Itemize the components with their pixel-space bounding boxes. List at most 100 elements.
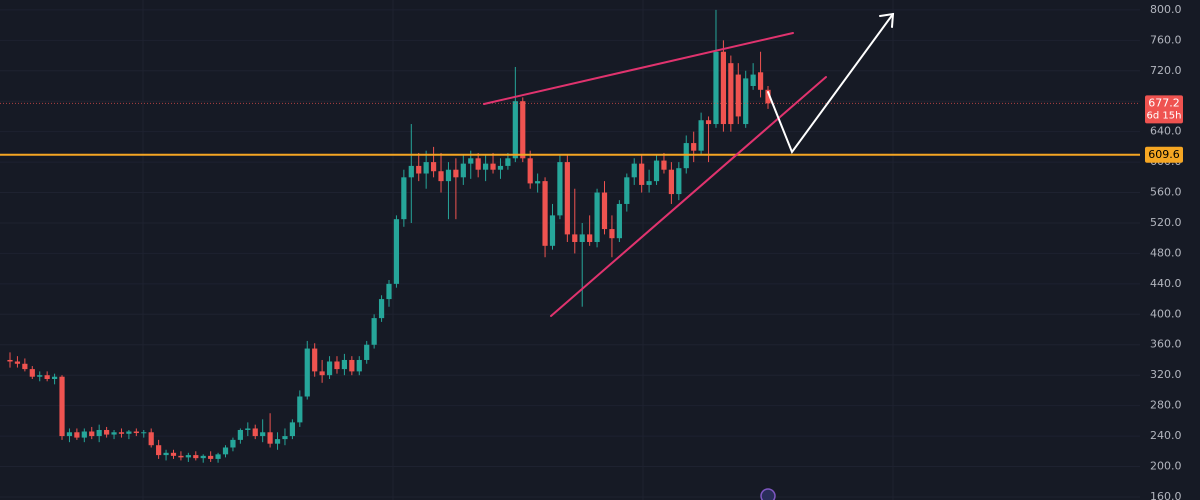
candle-body [445, 169, 452, 182]
candle-body [691, 143, 697, 151]
candle-body [624, 177, 630, 204]
candle-body [735, 74, 741, 117]
candle-body [133, 431, 139, 434]
candle-body [148, 432, 154, 446]
candle-body [356, 359, 362, 372]
candle-body [312, 348, 318, 372]
candle-body [230, 439, 236, 448]
candle-body [453, 169, 459, 178]
candle-body [386, 283, 392, 300]
candle-body [126, 431, 132, 434]
candle-body [163, 452, 169, 456]
trendline-lower [550, 76, 827, 317]
candle-body [572, 234, 578, 243]
candle-body [631, 163, 637, 178]
candle-body [408, 165, 414, 178]
y-tick-label: 280.0 [1150, 399, 1182, 412]
price-axis: 160.0 200.0 240.0 280.0 320.0 360.0 400.0 440.0… [1145, 3, 1183, 500]
candle-body [156, 445, 162, 456]
candle-body [81, 431, 87, 438]
candle-body [89, 431, 95, 437]
candle-body [594, 192, 600, 243]
candle-body [378, 299, 385, 319]
event-icon[interactable] [760, 488, 776, 500]
y-tick-label: 480.0 [1150, 246, 1182, 259]
candle-body [37, 375, 43, 377]
candle-body [505, 158, 511, 166]
candle-body [557, 162, 563, 216]
candle-body [185, 455, 191, 458]
candle-body [59, 376, 65, 437]
candle-body [542, 181, 548, 246]
candle-body [705, 120, 712, 125]
candle-body [289, 422, 295, 437]
candle-body [245, 428, 251, 430]
candle-body [341, 359, 348, 370]
y-tick-label: 800.0 [1150, 3, 1182, 16]
candle-body [274, 439, 281, 444]
candle-body [401, 177, 407, 220]
y-tick-label: 520.0 [1150, 216, 1182, 229]
levels [0, 102, 1140, 156]
candle-body [728, 63, 734, 125]
candle-body [260, 432, 266, 437]
y-tick-label: 400.0 [1150, 307, 1182, 320]
y-tick-label: 720.0 [1150, 64, 1182, 77]
candle-body [661, 160, 667, 170]
candle-body [646, 181, 652, 185]
candle-body [118, 432, 125, 434]
candle-body [200, 455, 206, 459]
candle-body [750, 74, 756, 86]
candle-body [393, 219, 400, 284]
arrow-head [879, 12, 895, 28]
candle-body [616, 203, 622, 239]
y-tick-label: 640.0 [1150, 125, 1182, 138]
candle-body [141, 432, 147, 434]
candle-body [29, 369, 35, 377]
candle-body [371, 318, 377, 345]
last-price-label: 677.2 [1148, 96, 1180, 109]
candle-body [74, 432, 80, 438]
candle-body [44, 375, 50, 379]
level-label-bg [1145, 146, 1183, 163]
candle-body [676, 168, 682, 195]
candle-body [579, 234, 585, 243]
candle-body [438, 171, 444, 182]
candle-body [222, 447, 229, 455]
candle-body [193, 455, 199, 459]
candle-body [757, 72, 764, 90]
candle-body [520, 101, 526, 159]
candle-body [178, 455, 184, 458]
y-tick-label: 240.0 [1150, 429, 1182, 442]
candle-body [668, 169, 674, 195]
y-tick-label: 200.0 [1150, 460, 1182, 473]
candle-body [423, 162, 429, 174]
candle-body [364, 344, 370, 360]
countdown-label: 6d 15h [1147, 110, 1182, 121]
candle-body [698, 120, 704, 151]
candle-body [326, 361, 333, 376]
candle-body [66, 432, 73, 437]
y-tick-label: 440.0 [1150, 277, 1182, 290]
projection-arrow [767, 13, 894, 155]
candle-body [104, 429, 110, 435]
candle-body [460, 163, 466, 178]
y-tick-label: 760.0 [1150, 33, 1182, 46]
candle-body [430, 162, 437, 172]
candle-body [51, 376, 58, 379]
candle-body [237, 429, 243, 440]
candle-body [297, 396, 303, 423]
candle-body [720, 51, 727, 125]
candle-body [319, 371, 325, 376]
candle-body [334, 361, 340, 370]
candle-body [512, 101, 518, 159]
candle-body [7, 359, 13, 362]
y-tick-label: 360.0 [1150, 338, 1182, 351]
y-tick-label: 320.0 [1150, 368, 1182, 381]
candle-body [490, 163, 496, 170]
vertical-grid [142, 0, 894, 500]
candle-body [527, 158, 533, 184]
candle-body [601, 192, 608, 230]
candle-body [713, 51, 719, 125]
